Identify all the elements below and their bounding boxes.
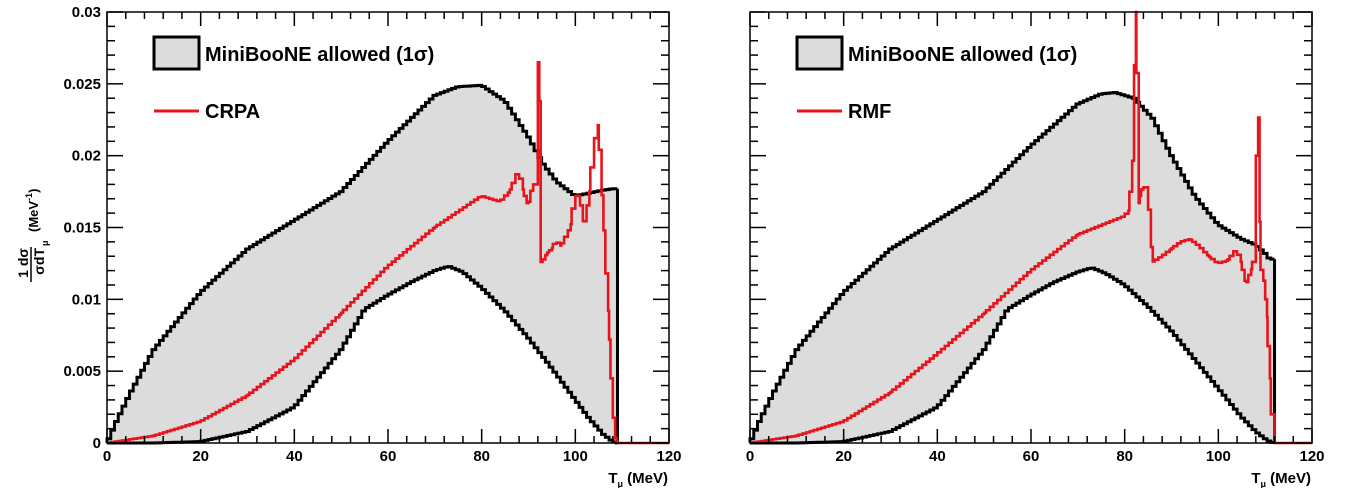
band-lower-edge	[107, 265, 619, 445]
band-upper-edge	[748, 90, 1275, 443]
x-tick-label: 40	[286, 448, 303, 465]
band-fill	[750, 92, 1275, 443]
y-tick-label: 0	[93, 435, 101, 452]
y-tick-label: 0.02	[72, 148, 101, 165]
legend-band-swatch	[795, 35, 844, 71]
x-tick-label: 0	[746, 448, 754, 465]
y-axis-title-subscript: μ	[40, 240, 50, 246]
y-tick-label: 0.015	[63, 220, 101, 237]
panel-rmf: 0 20 40 60 80 100 120 Tμ (MeV) MiniBooNE allowed…	[746, 10, 1325, 488]
y-tick-label: 0.025	[63, 76, 101, 93]
x-tick-label: 120	[1299, 448, 1324, 465]
x-tick-label: 80	[1116, 448, 1133, 465]
series-line-rmf	[748, 10, 1312, 445]
x-tick-label: 80	[473, 448, 490, 465]
band-upper-edge	[105, 83, 618, 443]
series-line-crpa	[105, 60, 669, 445]
x-tick-label: 0	[103, 448, 111, 465]
legend-band-swatch	[152, 35, 201, 71]
x-tick-label: 20	[192, 448, 209, 465]
x-tick-label: 20	[835, 448, 852, 465]
x-tick-label: 40	[929, 448, 946, 465]
legend-label-band: MiniBooNE allowed (1σ)	[848, 44, 1077, 66]
band-lower-edge	[750, 266, 1275, 445]
x-tick-label: 60	[1023, 448, 1040, 465]
band-fill	[107, 85, 618, 443]
legend-label-band: MiniBooNE allowed (1σ)	[205, 44, 434, 66]
x-tick-label: 120	[656, 448, 681, 465]
y-tick-label: 0.03	[72, 4, 101, 21]
y-tick-label: 0.005	[63, 363, 101, 380]
y-axis-title-numerator: 1 dσ	[15, 248, 31, 278]
y-axis-title: 1 dσ σdT μ (MeV-1)	[15, 189, 50, 282]
x-axis-title: Tμ (MeV)	[608, 470, 668, 488]
x-tick-label: 100	[1206, 448, 1231, 465]
legend-label-model: RMF	[848, 101, 891, 123]
x-axis-title: Tμ (MeV)	[1251, 470, 1311, 488]
y-axis-title-unit: (MeV-1)	[24, 189, 41, 232]
panel-crpa: 0 20 40 60 80 100 120 0 0.005 0.01 0.015 0.02 0.025 0…	[63, 4, 681, 488]
legend-label-model: CRPA	[205, 101, 260, 123]
x-tick-label: 60	[380, 448, 397, 465]
y-tick-label: 0.01	[72, 291, 101, 308]
x-tick-label: 100	[563, 448, 588, 465]
y-axis-title-denominator: σdT	[31, 248, 47, 275]
